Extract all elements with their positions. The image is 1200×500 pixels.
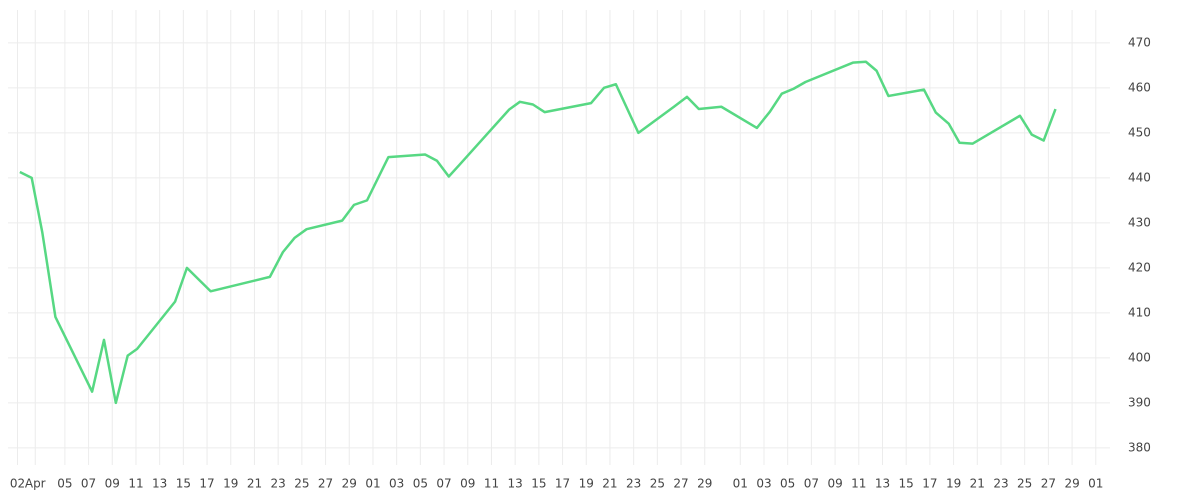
x-tick-label: 07 [81, 477, 96, 491]
x-tick-label: 29 [1064, 477, 1079, 491]
x-tick-label: 13 [508, 477, 523, 491]
x-tick-label: 27 [1041, 477, 1056, 491]
x-tick-label: 01 [733, 477, 748, 491]
x-tick-label: 05 [413, 477, 428, 491]
x-tick-label: Apr [25, 477, 46, 491]
x-tick-label: 21 [247, 477, 262, 491]
x-tick-label: 15 [899, 477, 914, 491]
y-tick-label: 380 [1128, 440, 1151, 454]
x-tick-label: 09 [827, 477, 842, 491]
y-tick-label: 460 [1128, 80, 1151, 94]
x-tick-label: 17 [922, 477, 937, 491]
x-tick-label: 07 [804, 477, 819, 491]
x-tick-label: 03 [389, 477, 404, 491]
x-tick-label: 01 [365, 477, 380, 491]
x-tick-label: 29 [697, 477, 712, 491]
x-tick-label: 13 [875, 477, 890, 491]
x-tick-label: 17 [555, 477, 570, 491]
x-tick-label: 25 [294, 477, 309, 491]
x-tick-label: 29 [342, 477, 357, 491]
x-tick-label: 01 [1088, 477, 1103, 491]
x-tick-label: 17 [199, 477, 214, 491]
x-tick-label: 25 [650, 477, 665, 491]
y-tick-label: 410 [1128, 305, 1151, 319]
x-tick-label: 21 [970, 477, 985, 491]
x-tick-label: 03 [756, 477, 771, 491]
x-tick-label: 27 [673, 477, 688, 491]
x-tick-label: 19 [579, 477, 594, 491]
y-tick-label: 470 [1128, 35, 1151, 49]
x-tick-label: 09 [460, 477, 475, 491]
x-tick-label: 07 [436, 477, 451, 491]
x-tick-label: 02 [10, 477, 25, 491]
x-tick-label: 19 [223, 477, 238, 491]
x-tick-label: 15 [176, 477, 191, 491]
x-tick-label: 15 [531, 477, 546, 491]
y-tick-label: 430 [1128, 215, 1151, 229]
x-tick-label: 23 [993, 477, 1008, 491]
x-tick-label: 11 [128, 477, 143, 491]
x-tick-label: 09 [105, 477, 120, 491]
x-tick-label: 19 [946, 477, 961, 491]
x-tick-label: 11 [484, 477, 499, 491]
y-tick-label: 450 [1128, 125, 1151, 139]
x-tick-label: 05 [780, 477, 795, 491]
x-tick-label: 25 [1017, 477, 1032, 491]
y-tick-label: 420 [1128, 260, 1151, 274]
x-tick-label: 21 [602, 477, 617, 491]
y-tick-label: 390 [1128, 395, 1151, 409]
x-tick-label: 23 [271, 477, 286, 491]
y-tick-label: 440 [1128, 170, 1151, 184]
x-tick-label: 13 [152, 477, 167, 491]
x-tick-label: 05 [57, 477, 72, 491]
x-tick-label: 11 [851, 477, 866, 491]
x-tick-label: 23 [626, 477, 641, 491]
x-tick-label: 27 [318, 477, 333, 491]
line [19, 60, 1057, 405]
y-tick-label: 400 [1128, 350, 1151, 364]
